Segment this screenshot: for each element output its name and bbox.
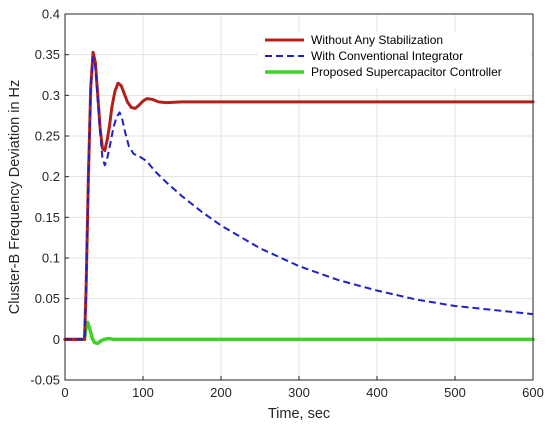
x-tick-label: 0 <box>61 385 68 400</box>
x-tick-label: 500 <box>444 385 466 400</box>
y-tick-label: 0.35 <box>35 47 60 62</box>
y-tick-label: 0.25 <box>35 129 60 144</box>
legend-label-conventional-integrator: With Conventional Integrator <box>311 49 463 63</box>
series-line-1 <box>65 56 534 341</box>
y-tick-label: 0.1 <box>42 251 60 266</box>
series-line-0 <box>63 50 535 341</box>
x-axis-label: Time, sec <box>268 406 330 422</box>
legend-label-supercapacitor: Proposed Supercapacitor Controller <box>311 65 502 79</box>
y-tick-label: 0.15 <box>35 210 60 225</box>
y-axis-label: Cluster-B Frequency Deviation in Hz <box>7 80 23 315</box>
y-tick-label: 0.2 <box>42 169 60 184</box>
series-layer <box>63 50 535 346</box>
y-tick-label: -0.05 <box>30 373 60 388</box>
y-tick-label: 0.4 <box>42 7 60 22</box>
x-tick-label: 600 <box>522 385 544 400</box>
x-tick-label: 100 <box>132 385 154 400</box>
x-tick-label: 300 <box>288 385 310 400</box>
legend: Without Any Stabilization With Conventio… <box>258 32 530 88</box>
y-tick-label: 0.3 <box>42 88 60 103</box>
tick-marks <box>64 13 534 381</box>
y-tick-label: 0 <box>53 332 60 347</box>
legend-label-without-stabilization: Without Any Stabilization <box>311 33 443 47</box>
series-line-2 <box>63 320 535 346</box>
x-tick-label: 400 <box>366 385 388 400</box>
x-tick-label: 200 <box>210 385 232 400</box>
y-tick-label: 0.05 <box>35 291 60 306</box>
tick-labels: 0 100 200 300 400 500 600-0.0500.050.10.150.20… <box>30 7 543 401</box>
